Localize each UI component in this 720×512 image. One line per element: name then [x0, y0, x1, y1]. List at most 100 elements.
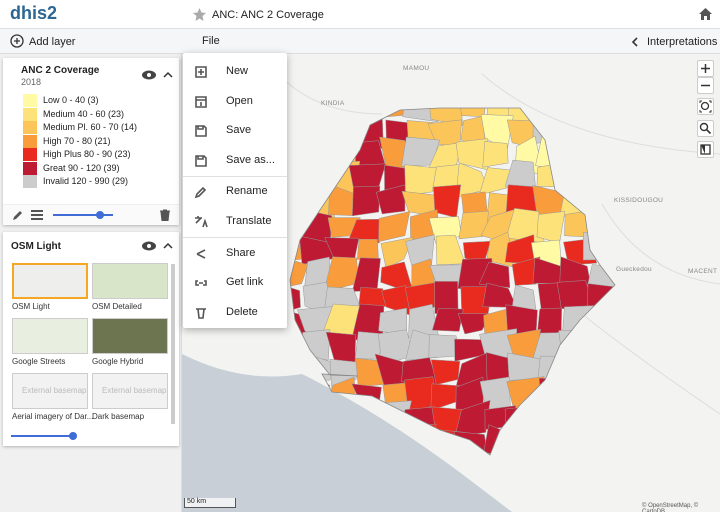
district	[380, 236, 414, 269]
legend-label: High 70 - 80 (21)	[43, 135, 111, 146]
collapse-icon[interactable]	[163, 71, 173, 79]
district	[558, 137, 594, 167]
menu-label: Translate	[226, 215, 272, 227]
district	[478, 261, 511, 289]
place-label: MAMOU	[403, 65, 430, 72]
menu-item[interactable]: Delete	[183, 298, 287, 327]
legend-swatch	[23, 94, 37, 107]
menu-icon	[195, 154, 207, 167]
district	[536, 450, 571, 455]
basemap-name: OSM Light	[11, 241, 61, 252]
opacity-slider[interactable]	[53, 214, 113, 216]
table-icon[interactable]	[31, 210, 43, 220]
menu-item[interactable]: Translate	[183, 207, 287, 236]
district	[504, 404, 545, 432]
district	[582, 108, 615, 121]
file-menu-button[interactable]: File	[202, 35, 220, 47]
scrollbar[interactable]	[171, 264, 175, 424]
district	[290, 256, 309, 289]
menu-item[interactable]: Get link	[183, 268, 287, 297]
district	[536, 162, 565, 188]
legend-swatch	[23, 134, 37, 148]
district	[378, 211, 411, 243]
opacity-slider[interactable]	[11, 435, 73, 437]
district	[561, 426, 597, 455]
district	[535, 108, 572, 122]
basemap-thumbnail[interactable]	[92, 263, 168, 299]
district	[402, 406, 436, 434]
menu-item[interactable]: New	[183, 57, 287, 86]
zoom-in[interactable]	[697, 60, 714, 77]
logo[interactable]: dhis2	[10, 3, 58, 23]
layer-period: 2018	[21, 77, 42, 87]
district	[301, 164, 331, 193]
district	[609, 281, 615, 309]
star-icon[interactable]	[193, 8, 206, 21]
menu-label: Save as...	[226, 153, 275, 166]
add-layer-button[interactable]: Add layer	[29, 36, 76, 48]
district	[582, 232, 615, 261]
collapse-icon[interactable]	[163, 242, 173, 250]
menu-item[interactable]: Save	[183, 116, 287, 145]
district	[559, 407, 598, 431]
menu-label: Save	[226, 124, 252, 137]
basemap-thumbnail[interactable]	[12, 263, 88, 299]
district	[611, 114, 615, 146]
edit-icon[interactable]	[12, 210, 23, 221]
menu-label: Delete	[226, 305, 258, 318]
district	[348, 218, 386, 244]
district	[558, 329, 593, 361]
district	[453, 431, 488, 455]
menu-item[interactable]: Share	[183, 239, 287, 268]
legend-swatch	[23, 175, 37, 188]
measure[interactable]	[697, 141, 714, 158]
menu-icon	[195, 125, 207, 137]
district	[478, 450, 515, 455]
zoom-out[interactable]	[697, 77, 714, 94]
layers-panel: ANC 2 Coverage 2018 Low 0 - 40 (3) Medium…	[0, 54, 182, 512]
add-icon[interactable]	[10, 34, 24, 48]
search[interactable]	[697, 120, 714, 137]
basemap-thumbnail[interactable]	[92, 318, 168, 354]
delete-icon[interactable]	[160, 209, 170, 221]
home-icon[interactable]	[699, 8, 712, 20]
menu-icon	[194, 187, 207, 199]
basemap-thumbnail[interactable]	[12, 318, 88, 354]
map-title: ANC: ANC 2 Coverage	[212, 9, 324, 21]
district	[609, 307, 615, 340]
external-basemap-text: External basemap	[22, 386, 87, 395]
visibility-icon[interactable]	[142, 241, 156, 251]
basemap-label: Dark basemap	[92, 412, 145, 421]
district	[586, 424, 615, 455]
basemap-thumbnail[interactable]: External basemap	[92, 373, 168, 409]
district	[586, 188, 615, 220]
place-label: KISSIDOUGOU	[614, 197, 664, 204]
district	[323, 112, 362, 141]
district	[616, 379, 640, 404]
chevron-icon[interactable]	[631, 37, 639, 47]
legend-label: High Plus 80 - 90 (23)	[43, 149, 131, 159]
menu-divider	[183, 237, 287, 238]
menu-item[interactable]: Rename	[183, 177, 287, 206]
borders	[261, 54, 720, 415]
district	[614, 452, 615, 455]
slider-thumb[interactable]	[69, 432, 77, 440]
district	[585, 351, 615, 391]
district	[587, 399, 615, 429]
place-label: Gueckedou	[616, 266, 652, 273]
visibility-icon[interactable]	[142, 70, 156, 80]
district	[613, 404, 615, 432]
menu-item[interactable]: Save as...	[183, 146, 287, 175]
district	[506, 376, 545, 411]
district	[587, 305, 615, 337]
fit-bounds[interactable]	[697, 98, 714, 115]
interpretations-button[interactable]: Interpretations	[647, 36, 718, 48]
district	[532, 115, 567, 145]
layer-name: ANC 2 Coverage	[21, 65, 100, 76]
basemap-thumbnail[interactable]: External basemap	[12, 373, 88, 409]
slider-thumb[interactable]	[96, 211, 104, 219]
basemap-label: OSM Light	[12, 302, 50, 311]
legend-swatch	[23, 107, 37, 121]
district	[303, 139, 330, 170]
menu-item[interactable]: Open	[183, 87, 287, 116]
